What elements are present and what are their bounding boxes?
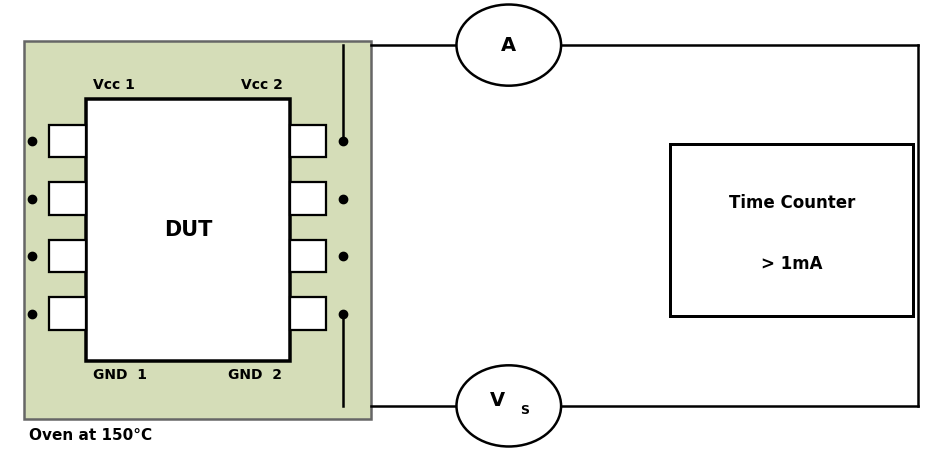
- Bar: [24, 41, 371, 419]
- Text: GND  2: GND 2: [228, 368, 282, 382]
- Text: A: A: [501, 36, 516, 55]
- Text: DUT: DUT: [164, 220, 212, 240]
- Bar: [290, 182, 326, 215]
- Bar: [290, 298, 326, 330]
- Bar: [49, 182, 86, 215]
- Text: Oven at 150°C: Oven at 150°C: [29, 428, 151, 442]
- Bar: [49, 240, 86, 272]
- Text: > 1mA: > 1mA: [761, 255, 823, 273]
- Text: V: V: [490, 391, 505, 410]
- Bar: [49, 298, 86, 330]
- Ellipse shape: [456, 365, 561, 446]
- Text: Time Counter: Time Counter: [728, 193, 855, 212]
- Text: GND  1: GND 1: [93, 368, 147, 382]
- Text: Vcc 2: Vcc 2: [241, 78, 282, 92]
- Text: S: S: [520, 404, 530, 417]
- Bar: [290, 240, 326, 272]
- Bar: [670, 144, 913, 316]
- Bar: [86, 99, 290, 361]
- Ellipse shape: [456, 5, 561, 86]
- Text: Vcc 1: Vcc 1: [93, 78, 135, 92]
- Bar: [290, 125, 326, 157]
- Bar: [49, 125, 86, 157]
